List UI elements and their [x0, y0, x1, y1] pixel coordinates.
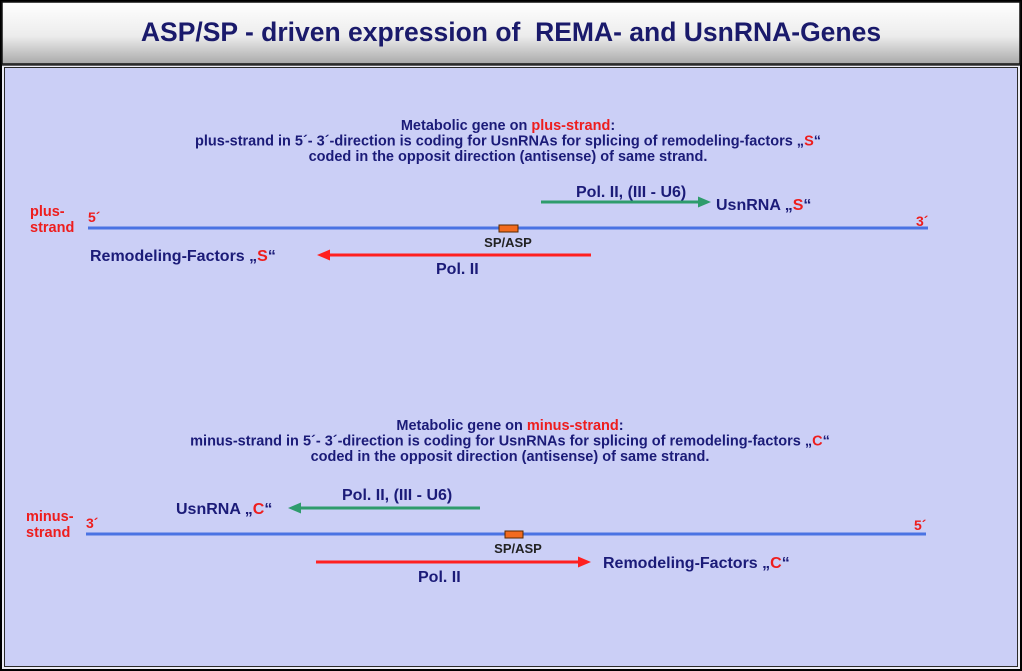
plus-description-line2-suffix: “	[814, 134, 821, 150]
minus-description-line1: Metabolic gene on minus-strand:	[396, 418, 623, 434]
plus-usnrna-product-highlight: S	[793, 197, 804, 214]
minus-strand-section: Metabolic gene on minus-strand: minus-st…	[26, 418, 927, 586]
minus-remodeling-product-prefix: Remodeling-Factors „	[603, 555, 770, 572]
minus-usnrna-product-highlight: C	[253, 501, 265, 518]
plus-usnrna-product-suffix: “	[803, 197, 811, 214]
plus-remodeling-product-prefix: Remodeling-Factors „	[90, 248, 257, 265]
plus-description-line1: Metabolic gene on plus-strand:	[401, 118, 615, 134]
minus-remodeling-arrow-head	[578, 556, 591, 568]
plus-strand-left-end: 5´	[88, 209, 101, 225]
minus-usnrna-product: UsnRNA „C“	[176, 501, 272, 518]
plus-usnrna-product-prefix: UsnRNA „	[716, 197, 793, 214]
minus-description-line1-prefix: Metabolic gene on	[396, 418, 527, 434]
plus-promoter-label: SP/ASP	[484, 235, 532, 250]
plus-strand-right-end: 3´	[916, 213, 929, 229]
plus-usnrna-arrow	[541, 196, 711, 208]
minus-description-line1-highlight: minus-strand	[527, 418, 619, 434]
plus-remodeling-product: Remodeling-Factors „S“	[90, 248, 276, 265]
plus-remodeling-product-suffix: “	[268, 248, 276, 265]
plus-strand-label-line2: strand	[30, 220, 74, 236]
minus-usnrna-product-prefix: UsnRNA „	[176, 501, 253, 518]
plus-usnrna-polymerase: Pol. II, (III - U6)	[576, 184, 686, 201]
minus-description-line1-suffix: :	[619, 418, 624, 434]
minus-strand-right-end: 5´	[914, 517, 927, 533]
minus-remodeling-product-highlight: C	[770, 555, 782, 572]
plus-remodeling-polymerase: Pol. II	[436, 261, 479, 278]
minus-usnrna-product-suffix: “	[264, 501, 272, 518]
minus-usnrna-arrow	[288, 502, 480, 514]
plus-description-line2-prefix: plus-strand in 5´- 3´-direction is codin…	[195, 134, 804, 150]
minus-description-line2-prefix: minus-strand in 5´- 3´-direction is codi…	[190, 434, 812, 450]
minus-remodeling-product: Remodeling-Factors „C“	[603, 555, 790, 572]
plus-strand-label-line1: plus-	[30, 204, 65, 220]
minus-strand-label-line1: minus-	[26, 509, 74, 525]
minus-remodeling-polymerase: Pol. II	[418, 569, 461, 586]
plus-description-line1-suffix: :	[610, 118, 615, 134]
minus-promoter-box	[504, 530, 524, 539]
plus-remodeling-arrow	[317, 249, 591, 261]
plus-usnrna-arrow-head	[698, 196, 711, 208]
minus-usnrna-arrow-head	[288, 502, 301, 514]
minus-strand-left-end: 3´	[86, 515, 99, 531]
minus-promoter-label: SP/ASP	[494, 541, 542, 556]
plus-description-line2: plus-strand in 5´- 3´-direction is codin…	[195, 134, 821, 150]
plus-remodeling-product-highlight: S	[257, 248, 268, 265]
minus-description-line2-highlight: C	[812, 434, 823, 450]
page-title: ASP/SP - driven expression of REMA- and …	[141, 17, 881, 47]
plus-description-line1-prefix: Metabolic gene on	[401, 118, 532, 134]
minus-remodeling-arrow	[316, 556, 591, 568]
diagram-panel	[4, 67, 1018, 667]
plus-description-line1-highlight: plus-strand	[531, 118, 610, 134]
minus-usnrna-polymerase: Pol. II, (III - U6)	[342, 487, 452, 504]
plus-strand-section: Metabolic gene on plus-strand: plus-stra…	[30, 118, 929, 278]
plus-remodeling-arrow-head	[317, 249, 330, 261]
plus-description-line3: coded in the opposit direction (antisens…	[309, 149, 708, 165]
minus-remodeling-product-suffix: “	[782, 555, 790, 572]
plus-promoter-box	[498, 224, 519, 233]
plus-usnrna-product: UsnRNA „S“	[716, 197, 811, 214]
minus-strand-label-line2: strand	[26, 525, 70, 541]
minus-description-line2-suffix: “	[823, 434, 830, 450]
plus-description-line2-highlight: S	[804, 134, 814, 150]
minus-description-line2: minus-strand in 5´- 3´-direction is codi…	[190, 434, 830, 450]
title-bar: ASP/SP - driven expression of REMA- and …	[1, 1, 1021, 66]
minus-description-line3: coded in the opposit direction (antisens…	[311, 449, 710, 465]
title-bar-background	[1, 1, 1021, 65]
